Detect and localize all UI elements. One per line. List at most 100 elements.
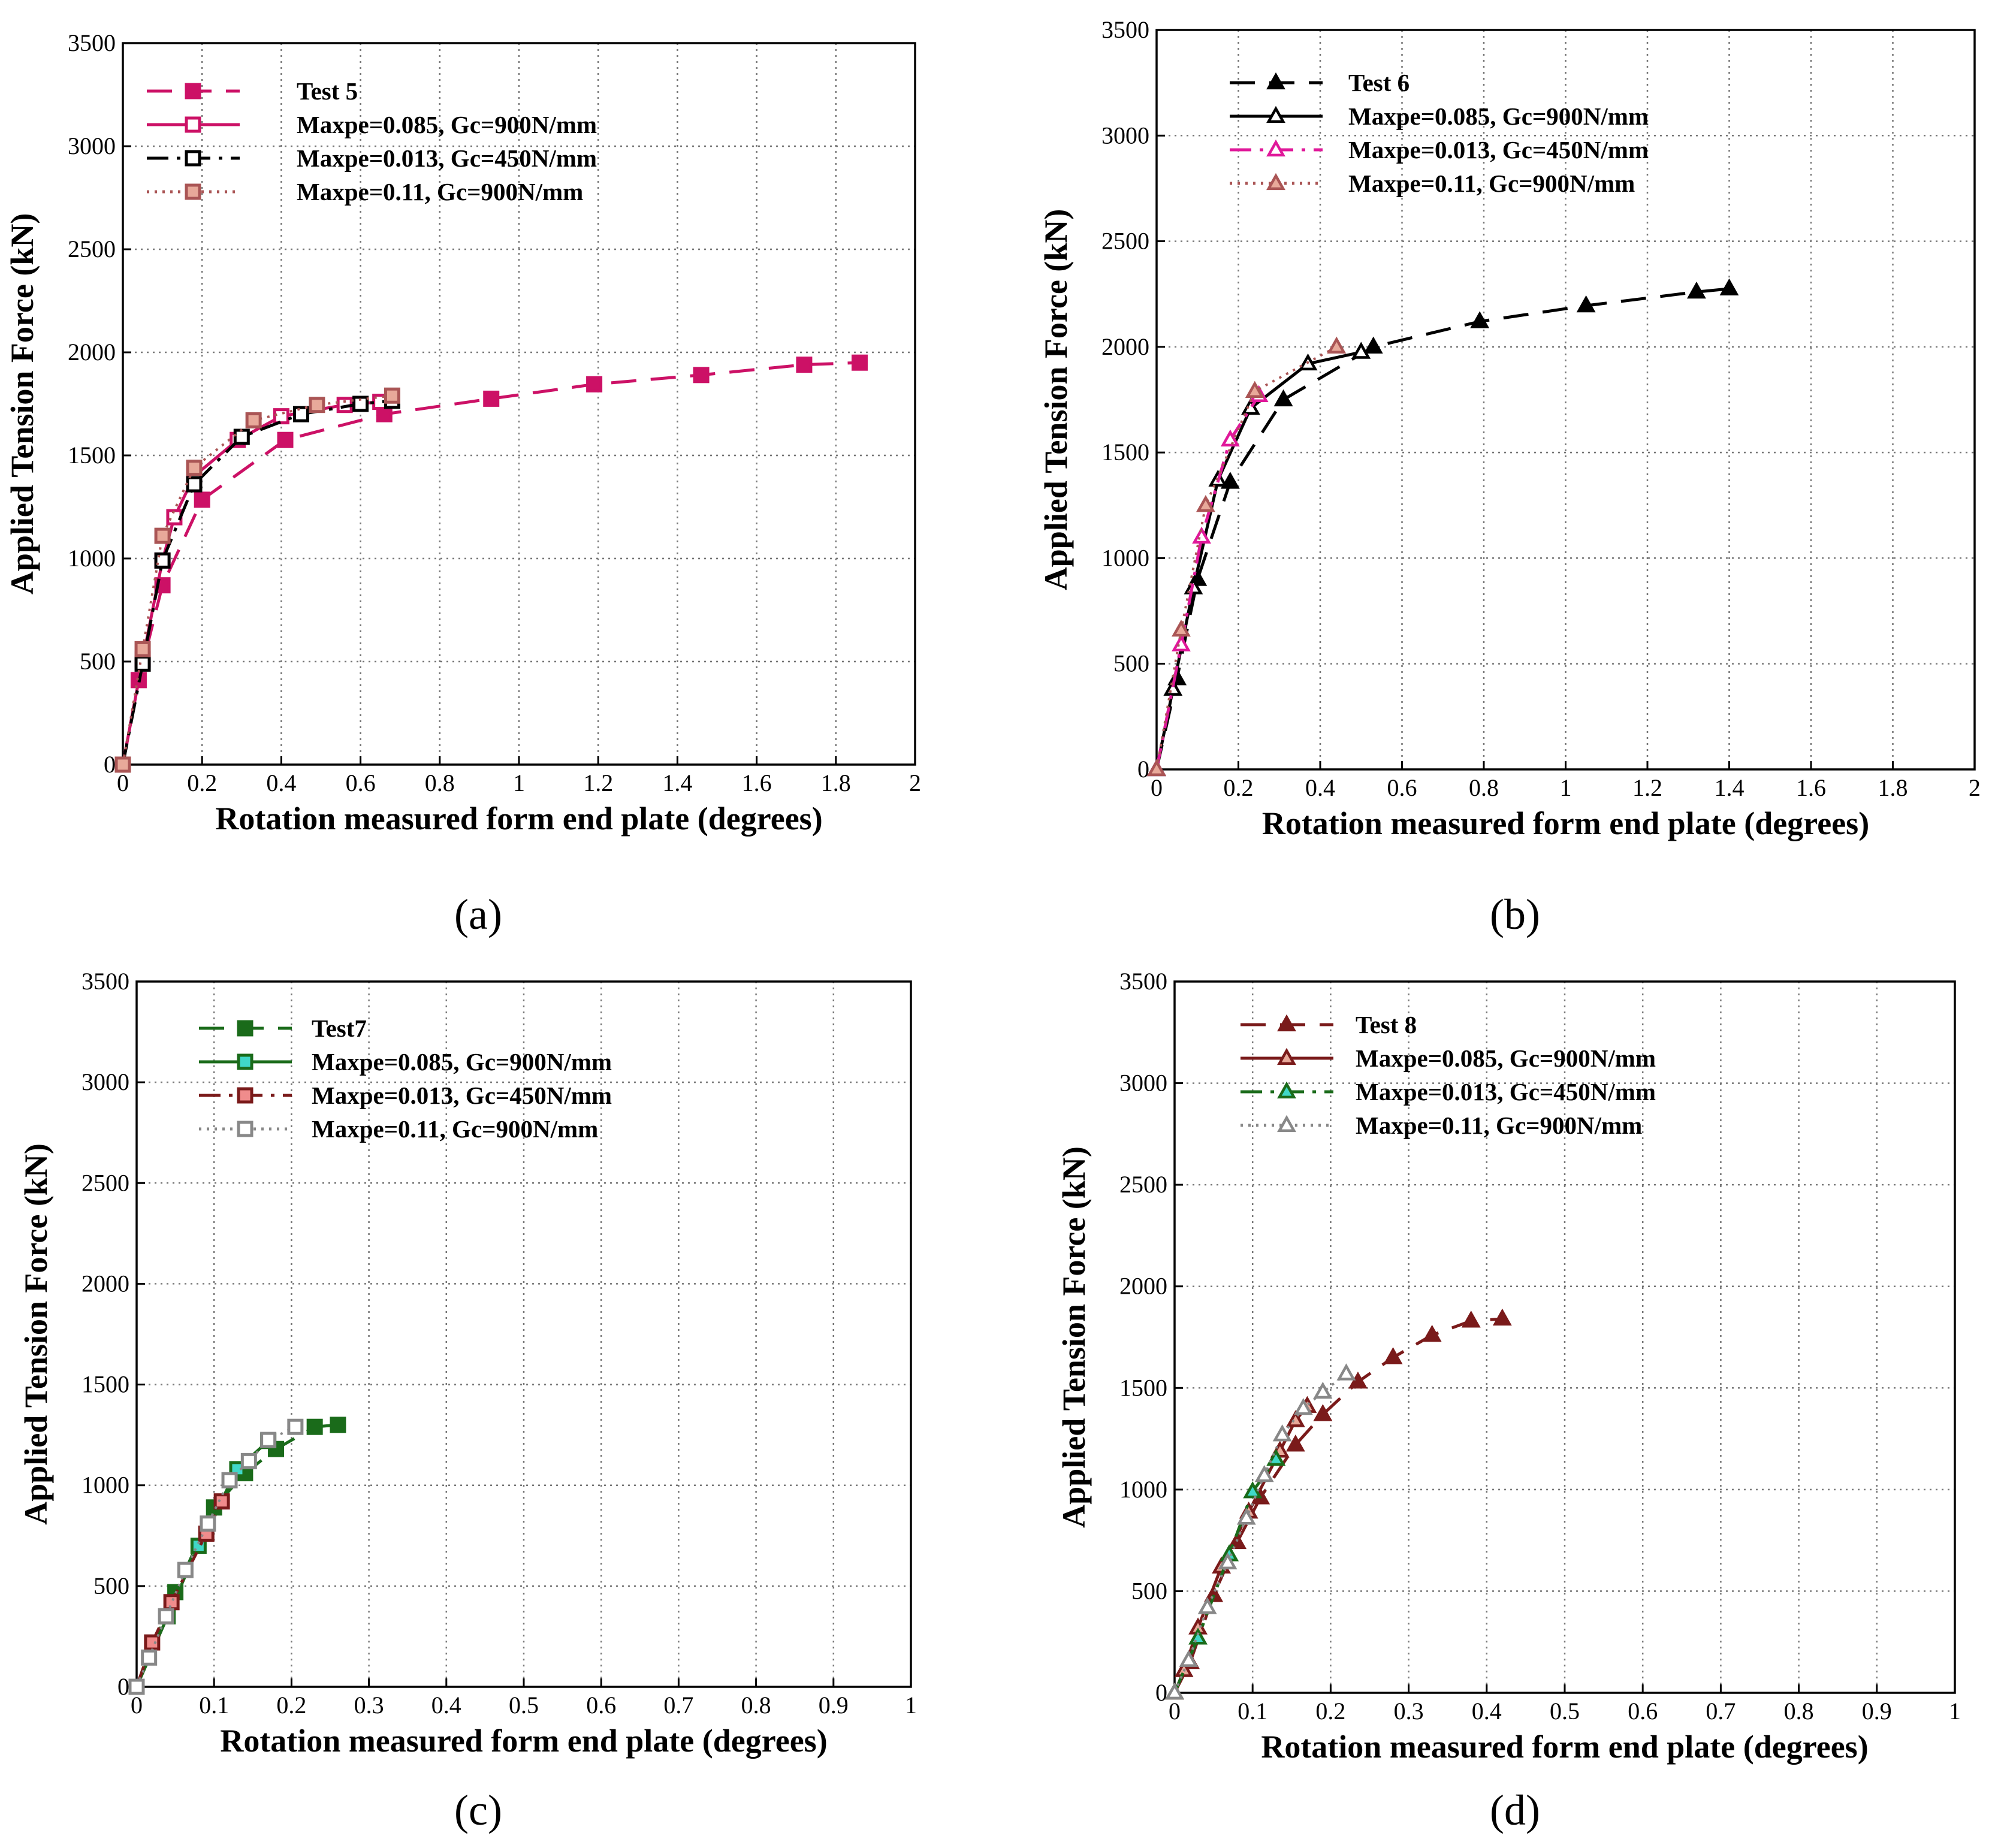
x-tick-label: 0.7 [663, 1692, 693, 1719]
data-point-series-1 [1383, 1347, 1403, 1364]
legend-label: Maxpe=0.11, Gc=900N/mm [1356, 1112, 1642, 1139]
data-point-series-4 [141, 1649, 158, 1666]
x-tick-label: 0.2 [276, 1692, 306, 1719]
y-tick-label: 2000 [1119, 1273, 1167, 1300]
y-tick-label: 1500 [68, 442, 116, 469]
y-tick-label: 0 [1137, 756, 1149, 783]
data-point-series-4 [154, 527, 171, 544]
data-point-series-3 [292, 406, 309, 422]
legend-label: Maxpe=0.085, Gc=900N/mm [1348, 102, 1649, 130]
legend-label: Maxpe=0.11, Gc=900N/mm [312, 1115, 598, 1143]
chart-a: 0 0.2 0.4 0.6 0.8 1 1.2 1.4 1.6 1.8 2 0 500 1000 1500 2… [4, 29, 921, 938]
legend-label: Maxpe=0.013, Gc=450N/mm [312, 1082, 612, 1109]
y-tick-label: 2000 [68, 339, 116, 366]
data-point-series-4 [1218, 1552, 1238, 1570]
x-tick-label: 1.6 [742, 769, 772, 796]
legend-label: Maxpe=0.013, Gc=450N/mm [1348, 136, 1649, 164]
series-line-4 [1155, 346, 1338, 770]
legend-marker [1266, 72, 1285, 90]
x-tick-label: 1.8 [821, 769, 851, 796]
legend-marker [1277, 1047, 1296, 1065]
data-point-series-1 [1470, 311, 1490, 328]
y-axis-title: Applied Tension Force (kN) [1056, 1146, 1092, 1528]
data-point-series-1 [1576, 295, 1596, 313]
y-tick-label: 1000 [68, 545, 116, 572]
data-point-series-4 [1236, 1508, 1256, 1525]
x-tick-label: 1 [1560, 774, 1572, 801]
data-point-series-2 [1351, 342, 1371, 359]
x-tick-label: 0.6 [1628, 1698, 1658, 1725]
data-point-series-4 [177, 1562, 194, 1578]
data-point-series-1 [1313, 1404, 1333, 1421]
data-point-series-1 [851, 354, 868, 371]
data-point-series-4 [1147, 759, 1166, 777]
y-tick-label: 0 [104, 751, 116, 778]
data-point-series-4 [221, 1472, 238, 1488]
series-line-4 [135, 1426, 296, 1687]
data-point-series-1 [1686, 281, 1706, 299]
data-point-series-1 [586, 376, 603, 392]
x-tick-label: 1.6 [1796, 774, 1826, 801]
legend-label: Maxpe=0.013, Gc=450N/mm [297, 144, 597, 172]
x-tick-label: 0.8 [741, 1692, 771, 1719]
data-point-series-3 [144, 1634, 161, 1651]
x-tick-label: 1 [1949, 1698, 1961, 1725]
x-axis-title: Rotation measured form end plate (degree… [220, 1723, 827, 1759]
data-point-series-4 [1254, 1464, 1274, 1482]
data-point-series-3 [352, 395, 369, 412]
data-point-series-4 [1196, 495, 1215, 512]
x-axis-title: Rotation measured form end plate (degree… [1261, 1729, 1868, 1765]
data-point-series-4 [1165, 1682, 1184, 1700]
data-point-series-3 [1266, 1448, 1286, 1466]
data-point-series-1 [330, 1417, 346, 1433]
y-tick-label: 500 [93, 1572, 129, 1599]
series-line-1 [121, 361, 860, 765]
data-point-series-4 [1172, 620, 1191, 637]
data-point-series-4 [287, 1418, 304, 1435]
data-point-series-1 [483, 390, 500, 407]
data-point-series-4 [384, 387, 400, 404]
legend-marker [237, 1121, 253, 1137]
series-line-4 [1173, 1372, 1347, 1693]
legend-label: Maxpe=0.11, Gc=900N/mm [1348, 170, 1635, 197]
data-point-series-1 [1492, 1308, 1512, 1326]
data-point-series-4 [240, 1453, 257, 1469]
legend-label: Maxpe=0.085, Gc=900N/mm [297, 111, 597, 138]
x-tick-label: 1.8 [1878, 774, 1908, 801]
y-tick-label: 1500 [1119, 1374, 1167, 1401]
y-tick-label: 500 [1131, 1577, 1167, 1604]
data-point-series-1 [194, 491, 210, 508]
y-axis-title: Applied Tension Force (kN) [18, 1143, 54, 1525]
x-tick-label: 1.2 [1632, 774, 1662, 801]
chart-b: 0 0.2 0.4 0.6 0.8 1 1.2 1.4 1.6 1.8 2 0 500 1000 1500 2… [1038, 16, 1981, 938]
x-tick-label: 0.4 [266, 769, 296, 796]
legend-label: Test 8 [1356, 1011, 1417, 1038]
legend-marker [185, 150, 201, 167]
data-point-series-1 [1348, 1371, 1368, 1389]
x-tick-label: 0.3 [354, 1692, 384, 1719]
data-point-series-4 [1245, 381, 1264, 398]
x-tick-label: 0 [1169, 1698, 1181, 1725]
x-tick-label: 2 [909, 769, 921, 796]
panel-label: (c) [454, 1786, 502, 1834]
legend-marker [185, 83, 201, 99]
data-point-series-2 [1285, 1410, 1305, 1427]
x-tick-label: 0 [131, 1692, 143, 1719]
legend-marker [1266, 173, 1285, 191]
legend-label: Maxpe=0.085, Gc=900N/mm [1356, 1044, 1656, 1072]
data-point-series-1 [1461, 1310, 1481, 1328]
y-tick-label: 3000 [68, 132, 116, 159]
legend-marker [1277, 1014, 1296, 1032]
x-tick-label: 0.9 [1862, 1698, 1892, 1725]
data-point-series-3 [134, 655, 151, 672]
x-tick-label: 0.8 [1784, 1698, 1814, 1725]
x-tick-label: 0 [1151, 774, 1163, 801]
x-tick-label: 2 [1969, 774, 1981, 801]
legend-marker [1277, 1115, 1296, 1133]
y-tick-label: 3000 [82, 1068, 129, 1095]
y-tick-label: 3500 [1101, 16, 1149, 43]
legend-marker [185, 116, 201, 133]
y-tick-label: 1000 [82, 1472, 129, 1499]
x-tick-label: 0.4 [1472, 1698, 1502, 1725]
data-point-series-1 [306, 1418, 323, 1435]
